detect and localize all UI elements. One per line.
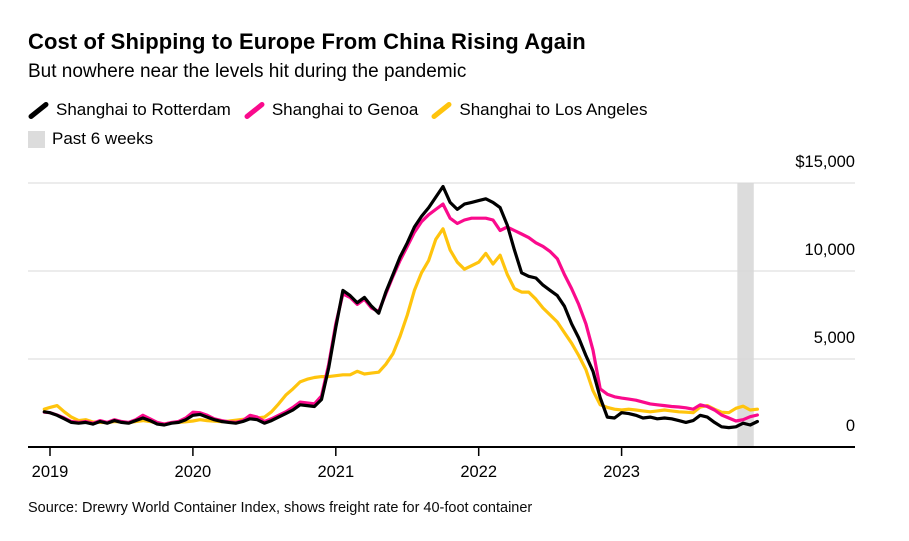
chart-title: Cost of Shipping to Europe From China Ri… bbox=[28, 29, 586, 54]
legend-item-past-6-weeks: Past 6 weeks bbox=[28, 129, 153, 149]
x-axis-label: 2021 bbox=[317, 463, 355, 481]
legend-item-shanghai-to-rotterdam: Shanghai to Rotterdam bbox=[28, 100, 231, 120]
legend-label: Shanghai to Genoa bbox=[271, 100, 419, 119]
band-swatch-icon bbox=[28, 130, 45, 148]
line-swatch-icon bbox=[431, 101, 452, 119]
series-line-shanghai-to-genoa bbox=[42, 202, 760, 426]
y-axis-label: 10,000 bbox=[804, 241, 855, 259]
series-line-shanghai-to-rotterdam bbox=[42, 184, 760, 430]
y-axis-label: $15,000 bbox=[795, 153, 855, 171]
legend-band-row: Past 6 weeks bbox=[28, 129, 153, 149]
legend-label: Past 6 weeks bbox=[52, 129, 154, 148]
source-note: Source: Drewry World Container Index, sh… bbox=[28, 500, 533, 516]
x-axis-label: 2020 bbox=[174, 463, 212, 481]
legend-label: Shanghai to Rotterdam bbox=[56, 100, 231, 119]
line-swatch-icon bbox=[244, 101, 265, 119]
line-swatch-icon bbox=[28, 101, 49, 119]
legend-label: Shanghai to Los Angeles bbox=[459, 100, 648, 119]
legend-series-row: Shanghai to Rotterdam Shanghai to Genoa … bbox=[28, 100, 647, 120]
past-6-weeks-band bbox=[737, 183, 754, 447]
x-axis-label: 2019 bbox=[31, 463, 69, 481]
chart-subtitle: But nowhere near the levels hit during t… bbox=[28, 61, 467, 82]
x-axis-label: 2023 bbox=[603, 463, 640, 481]
series-line-shanghai-to-los-angeles bbox=[42, 227, 760, 426]
y-axis-label: 5,000 bbox=[813, 329, 855, 347]
y-axis-label: 0 bbox=[845, 417, 855, 435]
legend-item-shanghai-to-los-angeles: Shanghai to Los Angeles bbox=[431, 100, 647, 120]
x-axis-label: 2022 bbox=[460, 463, 498, 481]
legend-item-shanghai-to-genoa: Shanghai to Genoa bbox=[244, 100, 419, 120]
